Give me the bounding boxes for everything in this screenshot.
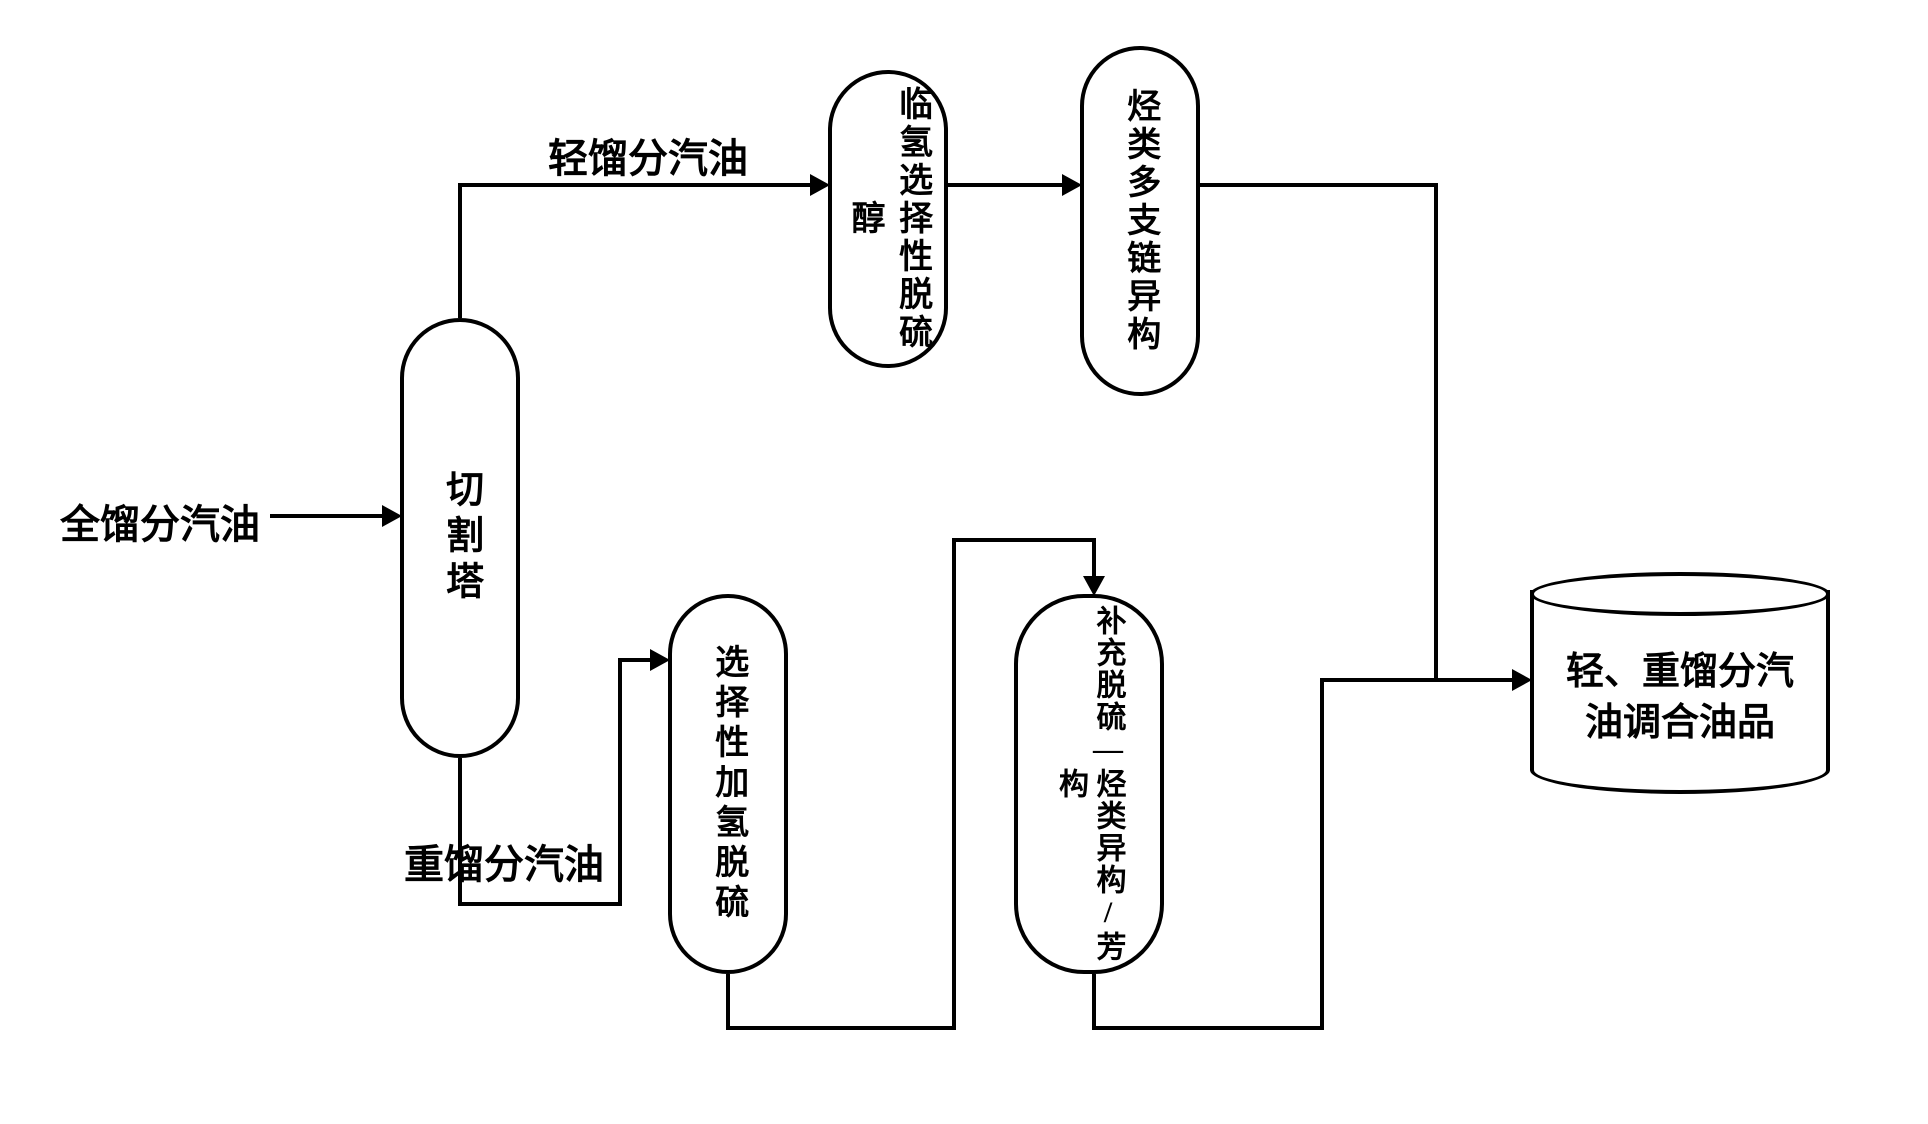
node-h2-demercaptan-label: 临氢选择性脱硫醇 <box>840 74 935 364</box>
edge-cut-h2-v <box>458 185 462 318</box>
edge-cut-hds-v2 <box>618 660 622 906</box>
arrow-cut-h2 <box>810 174 830 196</box>
label-light-cut: 轻馏分汽油 <box>548 126 748 184</box>
arrow-input-cutting <box>382 505 402 527</box>
edge-hds-supp-h1 <box>726 1026 956 1030</box>
edge-supp-blend-h1 <box>1092 1026 1324 1030</box>
label-full-cut: 全馏分汽油 <box>60 492 260 550</box>
edge-hds-supp-v1 <box>726 974 730 1030</box>
edge-multi-blend-h1 <box>1200 183 1438 187</box>
node-selective-hds: 选择性加氢脱硫 <box>668 594 788 974</box>
arrow-multi-blend <box>1512 669 1532 691</box>
edge-cut-hds-h2 <box>618 658 654 662</box>
edge-hds-supp-h2 <box>952 538 1096 542</box>
edge-cut-h2-h <box>458 183 814 187</box>
node-h2-demercaptan: 临氢选择性脱硫醇 <box>828 70 948 368</box>
edge-hds-supp-v3 <box>1092 538 1096 580</box>
edge-h2-multi <box>948 183 1066 187</box>
edge-multi-blend-h2 <box>1434 678 1516 682</box>
edge-cut-hds-v1 <box>458 758 462 906</box>
edge-multi-blend-v <box>1434 183 1438 682</box>
cylinder-top-icon <box>1530 572 1830 616</box>
edge-hds-supp-v2 <box>952 540 956 1030</box>
arrow-hds-supp <box>1083 576 1105 596</box>
label-heavy-cut: 重馏分汽油 <box>404 832 604 890</box>
arrow-cut-hds <box>650 649 670 671</box>
node-supp-desulf-isom: 补充脱硫—烃类异构/芳构 <box>1014 594 1164 974</box>
node-cutting-tower: 切割塔 <box>400 318 520 758</box>
node-blend-product: 轻、重馏分汽油调合油品 <box>1530 590 1830 794</box>
node-multi-isomer: 烃类多支链异构 <box>1080 46 1200 396</box>
node-blend-product-label: 轻、重馏分汽油调合油品 <box>1548 620 1812 776</box>
node-cutting-tower-label: 切割塔 <box>433 469 486 607</box>
edge-supp-blend-v1 <box>1092 974 1096 1030</box>
edge-supp-blend-v2 <box>1320 680 1324 1030</box>
node-multi-isomer-label: 烃类多支链异构 <box>1116 88 1164 354</box>
edge-supp-blend-h2 <box>1320 678 1438 682</box>
edge-input-cutting <box>270 514 386 518</box>
node-selective-hds-label: 选择性加氢脱硫 <box>704 644 752 924</box>
node-supp-desulf-isom-label: 补充脱硫—烃类异构/芳构 <box>1052 598 1127 970</box>
flowchart-canvas: 切割塔 临氢选择性脱硫醇 烃类多支链异构 选择性加氢脱硫 补充脱硫—烃类异构/芳… <box>0 0 1928 1124</box>
arrow-h2-multi <box>1062 174 1082 196</box>
edge-cut-hds-h1 <box>458 902 622 906</box>
